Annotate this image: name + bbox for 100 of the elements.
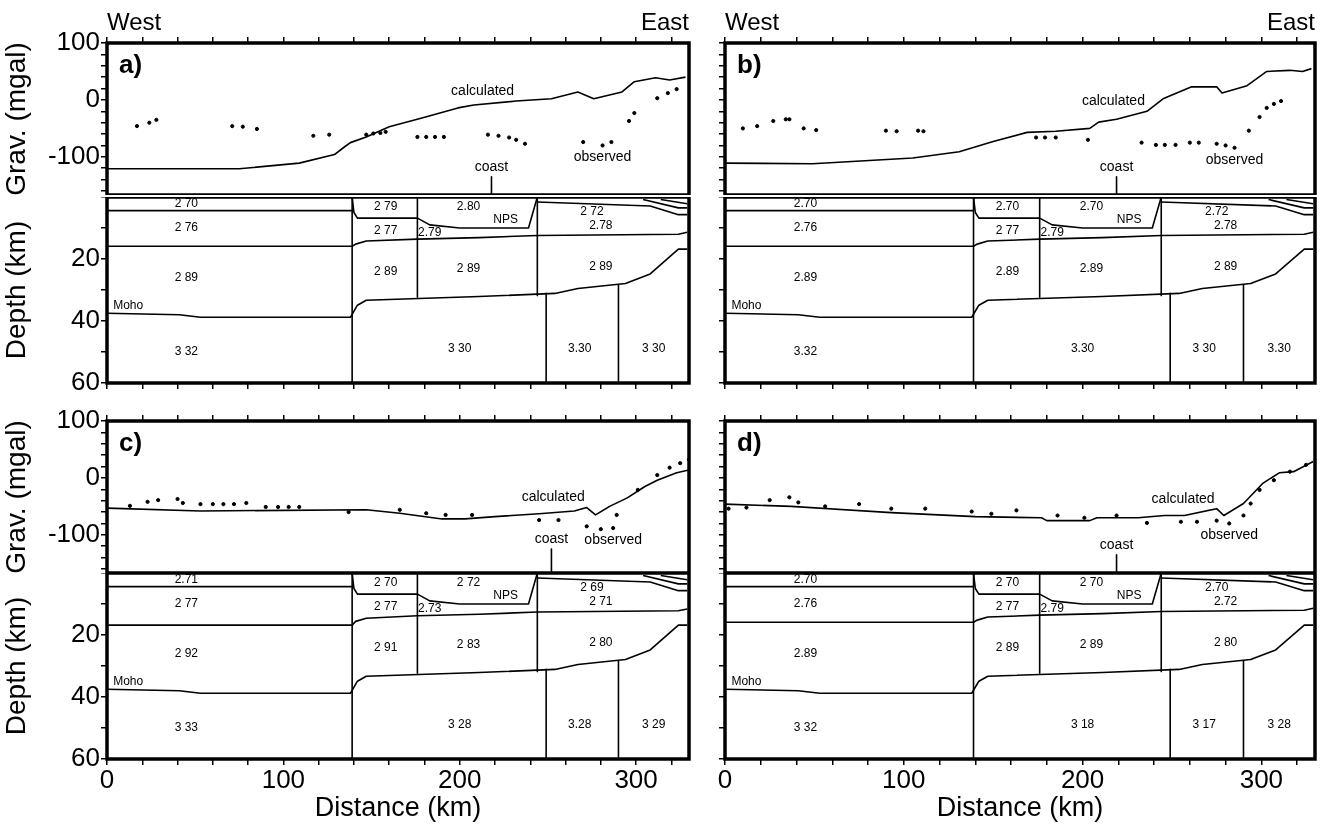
y-tick-label: 60 [71, 742, 100, 773]
annotation: d) [737, 427, 762, 458]
annotation: observed [584, 530, 642, 547]
annotation: 2.71 [174, 572, 199, 587]
annotation: coast [1099, 157, 1134, 174]
annotation: coast [534, 529, 569, 546]
annotation: 2 89 [373, 263, 398, 278]
y-tick-label: -100 [47, 518, 100, 549]
annotation: NPS [493, 211, 518, 226]
y-axis-title: Depth (km) [0, 596, 31, 736]
annotation: 3 30 [448, 341, 472, 356]
annotation: NPS [493, 587, 518, 602]
y-tick-label: 100 [56, 404, 100, 435]
annotation: 3.28 [567, 717, 592, 732]
annotation: 2 89 [995, 639, 1020, 654]
annotation: calculated [521, 488, 585, 505]
y-tick-label: 0 [85, 461, 100, 492]
annotation: 3 29 [642, 717, 666, 732]
annotation: calculated [1151, 489, 1215, 506]
annotation: 2 89 [1079, 636, 1104, 651]
annotation: 2 77 [373, 222, 398, 237]
annotation: 2.72 [1204, 203, 1229, 218]
y-tick-label: 60 [71, 366, 100, 397]
annotation: Moho [113, 297, 144, 312]
annotation: coast [1099, 535, 1134, 552]
annotation: 2 72 [580, 203, 604, 218]
annotation: 2 80 [1213, 635, 1238, 650]
annotation: 2 92 [174, 645, 199, 660]
annotation: observed [1200, 526, 1258, 543]
text: West [725, 7, 780, 35]
annotation: 2 70 [995, 574, 1020, 589]
annotation: 2.89 [793, 645, 818, 660]
annotation: coast [474, 157, 509, 174]
annotation: 2 69 [580, 579, 604, 594]
annotation: observed [1205, 150, 1264, 167]
annotation: 2 80 [589, 635, 613, 650]
annotation: calculated [451, 81, 515, 98]
annotation: 2 77 [995, 598, 1020, 613]
y-axis-title: Grav. (mgal) [0, 420, 31, 574]
y-tick-label: 20 [71, 618, 100, 649]
annotation: 2.89 [995, 263, 1020, 278]
annotation: 2.73 [418, 600, 442, 615]
y-axis-title: Depth (km) [0, 220, 31, 360]
annotation: 3 17 [1192, 717, 1217, 732]
annotation: 3 30 [1192, 341, 1217, 356]
annotation: 2.76 [793, 220, 818, 235]
annotation: 2.70 [793, 196, 818, 211]
annotation: 3 32 [793, 720, 818, 735]
x-tick-label: 300 [614, 763, 658, 794]
annotation: 2 77 [995, 222, 1020, 237]
annotation: 2 91 [373, 639, 398, 654]
text: East [1266, 7, 1316, 35]
annotation: NPS [1116, 587, 1142, 602]
annotation: 2 70 [174, 196, 199, 211]
annotation: 2.89 [793, 269, 818, 284]
x-axis-title: Distance (km) [314, 792, 482, 823]
annotation: 2.70 [995, 198, 1020, 213]
annotation: Moho [731, 297, 762, 312]
annotation: 3 30 [642, 341, 666, 356]
y-axis-title: Grav. (mgal) [0, 42, 31, 196]
x-axis-title: Distance (km) [936, 792, 1104, 823]
annotation: 3 28 [1267, 717, 1292, 732]
annotation: 2.78 [589, 218, 613, 233]
annotation: 3 32 [174, 344, 199, 359]
annotation: 3.30 [1267, 341, 1292, 356]
annotation: 3.30 [567, 341, 592, 356]
annotation: 2.78 [1213, 218, 1238, 233]
annotation: 2 83 [456, 636, 481, 651]
y-tick-label: 40 [71, 680, 100, 711]
annotation: Moho [731, 673, 762, 688]
annotation: 2.89 [1079, 260, 1104, 275]
annotation: Moho [113, 673, 144, 688]
annotation: 2.79 [1040, 600, 1065, 615]
x-tick-label: 100 [261, 763, 306, 794]
annotation: 2 79 [373, 198, 398, 213]
annotation: 2.79 [1040, 224, 1065, 239]
annotation: 2 76 [174, 220, 199, 235]
y-tick-label: 20 [71, 242, 100, 273]
annotation: 2 72 [456, 574, 481, 589]
annotation: 2.70 [1079, 198, 1104, 213]
x-tick-label: 0 [717, 763, 733, 794]
annotation: 2.72 [1213, 594, 1238, 609]
y-tick-label: 40 [71, 304, 100, 335]
annotation: 2 70 [373, 574, 398, 589]
x-tick-label: 300 [1239, 763, 1284, 794]
annotation: NPS [1116, 211, 1142, 226]
annotation: 2 89 [174, 269, 199, 284]
annotation: c) [119, 427, 143, 458]
text: East [640, 7, 690, 35]
annotation: 3.30 [1070, 341, 1095, 356]
annotation: b) [737, 49, 762, 80]
annotation: a) [119, 49, 143, 80]
text: West [107, 7, 162, 35]
x-tick-label: 200 [1060, 763, 1105, 794]
annotation: 2 89 [456, 260, 481, 275]
annotation: 3.32 [793, 344, 818, 359]
x-tick-label: 100 [882, 763, 926, 794]
annotation: 2.76 [793, 596, 818, 611]
annotation: 2 89 [589, 259, 613, 274]
y-tick-label: -100 [47, 140, 100, 171]
